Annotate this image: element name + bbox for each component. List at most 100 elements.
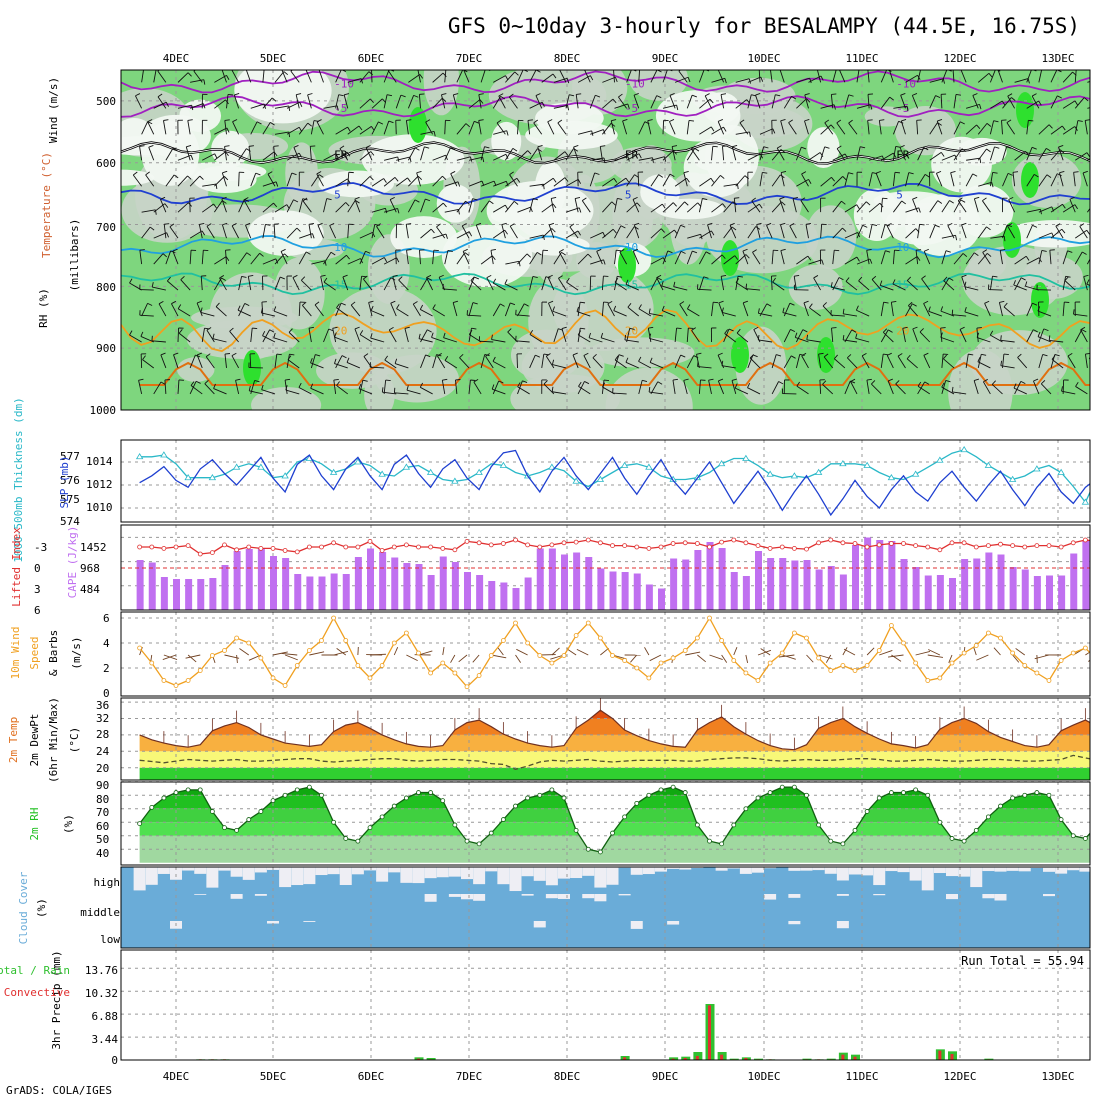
wind-barb — [250, 328, 253, 343]
wind-barb — [342, 276, 349, 291]
wind-speed-line-point — [755, 678, 761, 683]
pressure-tick: 500 — [96, 95, 116, 108]
wind-barb — [1059, 172, 1064, 187]
wind-barb — [573, 146, 579, 161]
wind-barb-flag — [900, 93, 906, 96]
wind-barb-flag — [717, 352, 723, 356]
wind-barb — [789, 225, 797, 239]
wind-speed-line-point — [561, 653, 567, 658]
wind-barb — [432, 97, 443, 109]
temperature-contour — [121, 272, 1090, 296]
wind-barb — [674, 251, 682, 265]
wind-barb — [189, 354, 196, 369]
wind-barb — [1026, 174, 1035, 187]
wind-barb — [989, 120, 995, 135]
rh-line-point — [391, 803, 397, 809]
wind-barb — [806, 339, 821, 343]
wind-barb-flag — [202, 103, 206, 109]
wind-barb — [848, 122, 858, 135]
wind-barb-flag — [489, 200, 494, 205]
wind-barb — [1084, 120, 1088, 135]
lifted-index-line-point — [282, 548, 288, 553]
lifted-index-line-point — [707, 544, 712, 550]
cloud-gap — [388, 867, 401, 873]
precip-convective-bar — [623, 1057, 627, 1060]
wind-barb — [649, 362, 664, 369]
wind-speed-line-point — [852, 668, 858, 673]
wind-barb — [323, 281, 336, 291]
wind-barb-10m — [284, 654, 298, 661]
wind-barb-flag — [305, 251, 311, 255]
precip-convective-bar — [683, 1058, 687, 1060]
precip-convective-bar — [720, 1054, 724, 1060]
wind-barb — [1038, 232, 1053, 239]
wind-barb — [602, 76, 616, 83]
wind-barb — [335, 70, 342, 83]
wind-barb — [808, 259, 822, 265]
wind-barb-flag — [397, 208, 400, 214]
wind-barb — [141, 226, 151, 239]
lifted-index-line-point — [561, 540, 567, 546]
rh-line-point — [767, 790, 773, 795]
wind-barb-flag — [222, 67, 227, 69]
wind-barb — [529, 101, 543, 109]
wind-barb — [346, 362, 361, 369]
wind-barb-flag — [594, 172, 600, 175]
wind-barb-flag — [672, 378, 678, 381]
wind-barb — [262, 329, 271, 343]
wind-barb-flag — [212, 333, 215, 339]
wind-barb — [650, 156, 665, 161]
lifted-index-line-point — [767, 546, 773, 551]
lifted-index-line-point — [646, 546, 652, 551]
wind-barb — [420, 146, 425, 161]
wind-speed-line-point — [816, 655, 822, 661]
wind-barb-flag — [600, 145, 606, 147]
rh-line-point — [488, 830, 494, 836]
wind-barb-flag — [1032, 302, 1038, 306]
wind-barb-flag — [336, 105, 339, 111]
rh-line-point — [149, 805, 155, 810]
wind-barb — [989, 172, 994, 187]
wind-barb-flag — [354, 326, 360, 330]
temp-tick: 24 — [96, 745, 110, 758]
wind-barb-flag — [302, 197, 308, 202]
wind-barb-flag — [992, 275, 998, 278]
wind-speed-line-point — [476, 673, 482, 678]
pressure-tick: 900 — [96, 342, 116, 355]
precip-convective-bar — [950, 1054, 954, 1060]
wind-barb-flag — [369, 98, 374, 103]
wind-barb-flag — [780, 248, 786, 251]
wind-barb — [492, 303, 501, 317]
wind-barb — [711, 302, 714, 317]
lifted-index-line-point — [258, 546, 264, 551]
rh-line-point — [998, 803, 1003, 809]
wind-barb-flag — [731, 378, 737, 381]
precip-convective-title: Convective — [4, 986, 70, 999]
wind-barb — [248, 146, 252, 161]
cape-bar — [342, 574, 350, 610]
wind-barb-flag — [498, 380, 504, 384]
wind-barb-flag — [164, 223, 170, 225]
wind-barb-flag — [339, 145, 345, 150]
wind-barb-flag — [919, 223, 925, 226]
wind-barb — [343, 94, 349, 109]
wind-barb-flag — [547, 119, 553, 123]
wind-barb-flag — [998, 67, 1003, 69]
wind-barb-flag — [737, 275, 744, 278]
wind-barb-flag — [171, 300, 177, 305]
cloud-gap — [897, 867, 910, 873]
wind-barb — [1026, 225, 1033, 239]
wind-barb — [158, 303, 167, 317]
wind-barb — [638, 308, 652, 317]
cape-bar — [827, 566, 835, 610]
wind-barb — [758, 312, 773, 317]
wind-barb — [537, 146, 543, 161]
wind-barb-flag — [1093, 120, 1097, 122]
panel-frames — [120, 69, 1091, 1061]
wind-barb — [856, 309, 870, 317]
wind-barb — [160, 354, 167, 369]
wind-barb-flag — [569, 223, 575, 228]
wind-barb-flag — [845, 277, 850, 282]
cape-bar — [427, 575, 435, 610]
wind-barb-flag — [859, 69, 864, 70]
